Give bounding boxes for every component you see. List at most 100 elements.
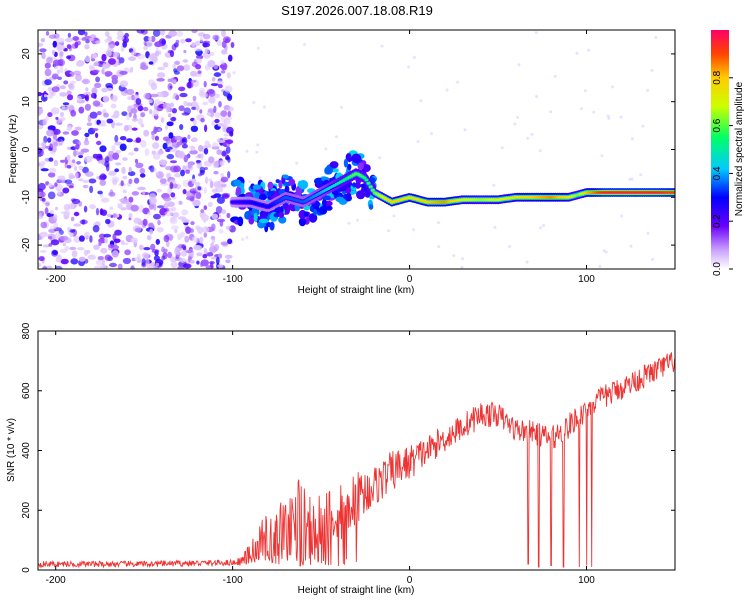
noise-speck — [416, 140, 420, 144]
noise-speck — [97, 159, 105, 164]
noise-speck — [151, 132, 155, 141]
noise-speck — [99, 145, 107, 153]
noise-speck — [203, 80, 207, 88]
noise-speck — [123, 125, 129, 132]
noise-speck — [161, 39, 166, 45]
noise-speck — [117, 263, 123, 269]
noise-speck — [38, 182, 46, 191]
noise-speck — [56, 44, 63, 52]
noise-speck — [170, 160, 177, 164]
noise-speck — [122, 189, 127, 194]
noise-speck — [178, 105, 185, 112]
noise-speck — [75, 143, 80, 150]
noise-speck — [118, 57, 125, 64]
noise-speck — [210, 195, 217, 199]
noise-speck — [142, 252, 149, 259]
noise-speck — [107, 213, 112, 218]
noise-speck — [41, 197, 46, 202]
noise-speck — [180, 38, 186, 44]
noise-speck — [55, 116, 59, 120]
noise-speck — [202, 101, 209, 106]
noise-speck — [170, 216, 176, 223]
noise-speck — [98, 175, 103, 181]
noise-speck — [93, 62, 99, 66]
spectral-blob — [324, 166, 334, 175]
noise-speck — [92, 225, 100, 233]
noise-speck — [85, 171, 94, 177]
noise-speck — [196, 252, 203, 257]
noise-speck — [215, 256, 220, 265]
noise-speck — [144, 258, 150, 266]
noise-speck — [171, 108, 177, 114]
noise-speck — [148, 99, 153, 104]
noise-speck — [116, 35, 125, 41]
noise-speck — [106, 87, 113, 92]
noise-speck — [232, 71, 236, 75]
heatmap-ytick-label: -10 — [21, 190, 32, 205]
noise-speck — [169, 50, 175, 58]
noise-speck — [119, 70, 128, 75]
noise-speck — [120, 180, 124, 187]
colorbar-tick-label: 0.4 — [712, 166, 723, 180]
noise-speck — [92, 153, 99, 159]
noise-speck — [199, 87, 205, 94]
noise-speck — [185, 38, 192, 43]
noise-speck — [59, 235, 69, 241]
noise-speck — [78, 256, 86, 262]
noise-speck — [166, 153, 175, 160]
noise-speck — [127, 96, 132, 100]
noise-speck — [73, 149, 77, 157]
spectral-blob — [352, 182, 357, 188]
noise-speck — [201, 214, 210, 222]
noise-speck — [200, 117, 205, 123]
noise-speck — [378, 156, 382, 160]
noise-speck — [171, 225, 179, 230]
noise-speck — [156, 72, 166, 78]
noise-speck — [172, 142, 177, 148]
noise-speck — [111, 145, 116, 152]
noise-speck — [50, 107, 60, 115]
noise-speck — [210, 261, 214, 269]
spectral-blob — [298, 209, 307, 220]
noise-speck — [39, 48, 47, 53]
noise-speck — [180, 250, 187, 257]
spectral-blob — [298, 180, 309, 190]
noise-speck — [107, 243, 115, 249]
noise-speck — [610, 85, 614, 89]
noise-speck — [48, 236, 53, 240]
noise-speck — [204, 48, 210, 54]
noise-speck — [78, 165, 84, 170]
noise-speck — [175, 94, 180, 101]
noise-speck — [48, 157, 54, 162]
spectral-blob — [322, 198, 327, 207]
noise-speck — [72, 36, 79, 41]
noise-speck — [456, 80, 460, 84]
noise-speck — [194, 48, 203, 52]
noise-speck — [95, 132, 99, 138]
noise-speck — [493, 225, 497, 229]
noise-speck — [146, 234, 152, 241]
noise-speck — [55, 206, 59, 211]
noise-speck — [104, 38, 112, 43]
noise-speck — [62, 242, 66, 247]
noise-speck — [51, 86, 60, 93]
noise-speck — [66, 94, 74, 101]
noise-speck — [157, 66, 165, 71]
noise-speck — [102, 62, 106, 71]
noise-speck — [43, 94, 48, 98]
noise-speck — [54, 265, 63, 269]
noise-speck — [57, 76, 62, 81]
noise-speck — [213, 64, 218, 70]
noise-speck — [175, 30, 183, 37]
noise-speck — [66, 125, 73, 131]
colorbar-tick-label: 0.0 — [712, 262, 723, 276]
spectral-blob — [274, 206, 284, 214]
noise-speck — [161, 255, 166, 261]
noise-speck — [104, 254, 112, 261]
snr-line-chart: -200 -100 0 100 0 200 400 600 800 Height of str… — [6, 322, 676, 596]
noise-speck — [207, 60, 216, 68]
spectral-blob — [343, 158, 348, 168]
noise-speck — [210, 242, 215, 249]
noise-speck — [155, 238, 160, 245]
spectral-blob — [253, 212, 258, 223]
